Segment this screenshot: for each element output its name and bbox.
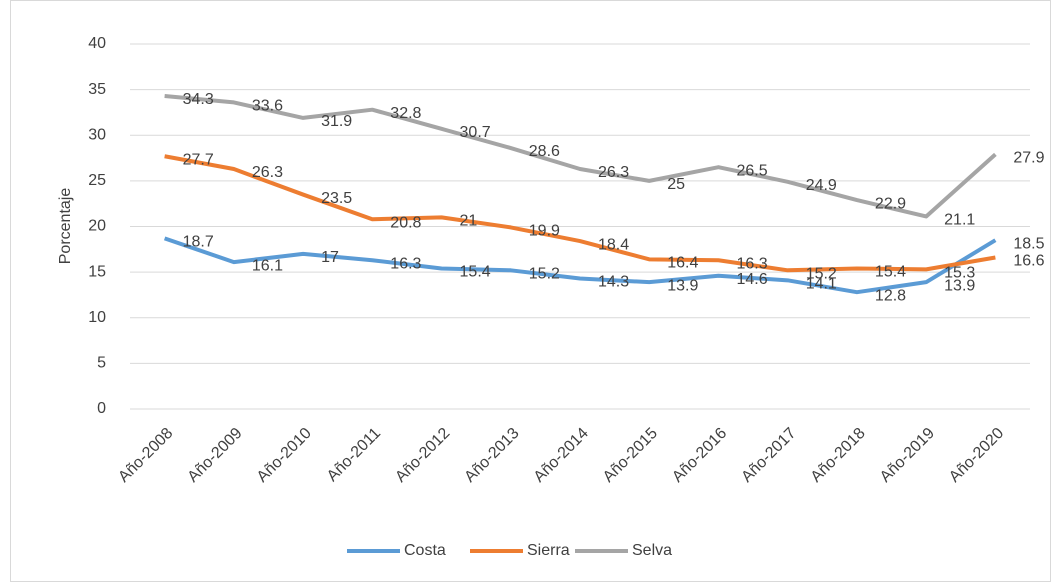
data-label: 18.7 <box>183 234 214 251</box>
data-label: 16.4 <box>667 255 698 272</box>
line-series <box>163 236 997 295</box>
y-tick-label: 25 <box>88 172 106 189</box>
data-label: 15.2 <box>806 266 837 283</box>
data-label: 13.9 <box>667 277 698 294</box>
data-label: 16.1 <box>252 257 283 274</box>
data-label: 27.7 <box>183 151 214 168</box>
data-label: 27.9 <box>1013 150 1044 167</box>
line-series <box>164 154 996 273</box>
data-label: 22.9 <box>875 195 906 212</box>
data-label: 14.1 <box>806 276 837 293</box>
data-label: 26.3 <box>252 164 283 181</box>
data-label: 18.5 <box>1013 235 1044 252</box>
data-label: 14.3 <box>598 274 629 291</box>
y-tick-label: 5 <box>97 355 106 372</box>
data-label: 23.5 <box>321 190 352 207</box>
data-label: 24.9 <box>806 177 837 194</box>
data-label: 26.3 <box>598 164 629 181</box>
data-label: 16.6 <box>1013 253 1044 270</box>
data-label: 13.9 <box>944 277 975 294</box>
data-label: 14.6 <box>736 271 767 288</box>
data-label: 34.3 <box>183 91 214 108</box>
legend-label: Selva <box>632 542 672 559</box>
y-tick-label: 35 <box>88 81 106 98</box>
legend-label: Sierra <box>527 542 570 559</box>
data-label: 15.4 <box>875 264 906 281</box>
y-tick-label: 0 <box>97 400 106 417</box>
data-label: 15.4 <box>460 264 491 281</box>
data-label: 16.3 <box>736 255 767 272</box>
y-axis-label: Porcentaje <box>57 188 74 265</box>
data-label: 21 <box>460 213 478 230</box>
legend-label: Costa <box>404 542 446 559</box>
data-label: 28.6 <box>529 143 560 160</box>
y-tick-label: 20 <box>88 218 106 235</box>
data-label: 19.9 <box>529 223 560 240</box>
data-label: 12.8 <box>875 287 906 304</box>
data-label: 15.3 <box>944 265 975 282</box>
data-label: 33.6 <box>252 98 283 115</box>
data-label: 17 <box>321 249 339 266</box>
y-tick-label: 15 <box>88 263 106 280</box>
data-label: 31.9 <box>321 113 352 130</box>
data-label: 26.5 <box>736 162 767 179</box>
y-tick-label: 30 <box>88 126 106 143</box>
data-label: 16.3 <box>390 255 421 272</box>
data-label: 30.7 <box>460 124 491 141</box>
data-label: 21.1 <box>944 212 975 229</box>
data-label: 25 <box>667 176 685 193</box>
data-label: 18.4 <box>598 236 629 253</box>
line-series <box>164 94 997 219</box>
data-label: 15.2 <box>529 266 560 283</box>
y-tick-label: 10 <box>88 309 106 326</box>
data-label: 32.8 <box>390 105 421 122</box>
data-label: 20.8 <box>390 214 421 231</box>
y-tick-label: 40 <box>88 35 106 52</box>
